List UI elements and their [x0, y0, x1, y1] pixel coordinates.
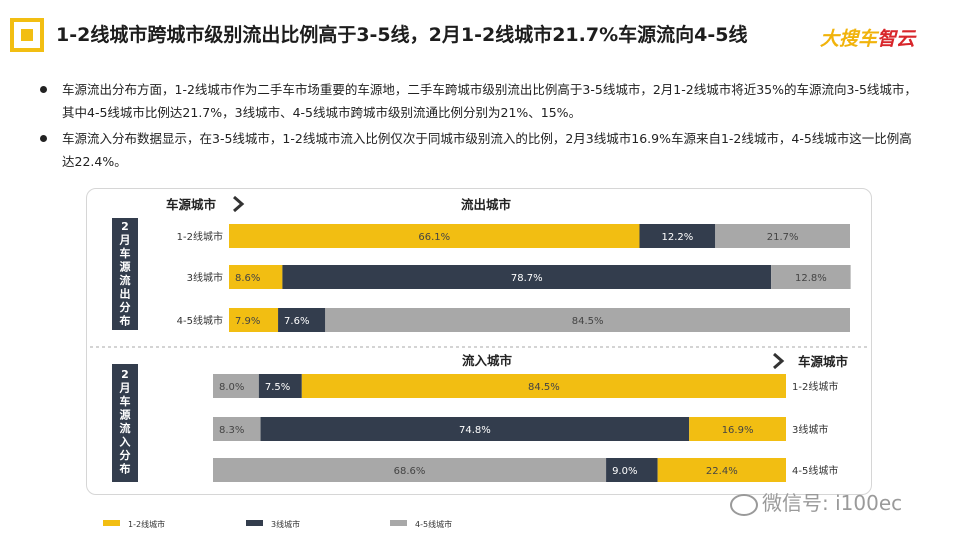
bar-segment [689, 417, 786, 441]
data-label: 68.6% [394, 466, 426, 477]
bar-segment [260, 417, 690, 441]
data-label: 84.5% [528, 382, 560, 393]
bar-segment [325, 308, 850, 332]
bar-segment [657, 458, 786, 482]
section-label-box [112, 218, 138, 330]
arrow-right-icon [233, 195, 245, 213]
bar-segment [715, 224, 850, 248]
section-label-box [112, 364, 138, 482]
data-label: 8.0% [219, 382, 244, 393]
section-label-char: 流 [120, 421, 131, 435]
section-label-char: 分 [120, 448, 131, 462]
category-label: 3线城市 [187, 271, 223, 284]
row-header: 车源城市 [166, 197, 217, 212]
data-label: 7.9% [235, 316, 260, 327]
legend-swatch [390, 520, 407, 526]
data-label: 84.5% [572, 316, 604, 327]
brand-accent-text: 智云 [877, 28, 916, 50]
category-label: 4-5线城市 [792, 464, 838, 477]
category-label: 1-2线城市 [177, 230, 223, 243]
section-label-char: 源 [120, 408, 131, 422]
page-title: 1-2线城市跨城市级别流出比例高于3-5线，2月1-2线城市21.7%车源流向4… [56, 24, 748, 46]
category-label: 4-5线城市 [177, 314, 223, 327]
data-label: 7.5% [265, 382, 290, 393]
legend-swatch [246, 520, 263, 526]
bar-segment [771, 265, 851, 289]
column-header: 流出城市 [461, 197, 512, 212]
bullet-text: 车源流入分布数据显示，在3-5线城市，1-2线城市流入比例仅次于同城市级别流入的… [62, 131, 912, 169]
legend-swatch [103, 520, 120, 526]
section-label-char: 2 [121, 220, 129, 233]
data-label: 8.6% [235, 273, 260, 284]
brand-main-text: 大搜车 [820, 28, 878, 50]
data-label: 66.1% [418, 232, 450, 243]
section-label-char: 出 [120, 287, 131, 301]
legend-label: 4-5线城市 [415, 519, 452, 529]
data-label: 7.6% [284, 316, 309, 327]
column-header: 流入城市 [462, 353, 513, 368]
section-label-char: 2 [121, 368, 129, 381]
data-label: 12.2% [661, 232, 693, 243]
data-label: 21.7% [767, 232, 799, 243]
data-label: 16.9% [722, 425, 754, 436]
report-logo-icon [10, 18, 44, 52]
section-label-char: 车 [120, 246, 131, 260]
category-label: 1-2线城市 [792, 380, 838, 393]
bar-segment [278, 308, 326, 332]
section-label-char: 入 [120, 436, 131, 449]
bar-segment [606, 458, 658, 482]
bar-segment [301, 374, 786, 398]
bar-segment [213, 374, 259, 398]
category-label: 3线城市 [792, 423, 828, 436]
data-label: 9.0% [612, 466, 637, 477]
bullet-inflow: 车源流入分布数据显示，在3-5线城市，1-2线城市流入比例仅次于同城市级别流入的… [40, 127, 920, 173]
bar-segment [213, 417, 261, 441]
wechat-watermark: 微信号: i100ec [730, 487, 902, 516]
bullet-dot [40, 135, 47, 142]
bar-segment [229, 308, 279, 332]
section-label-char: 分 [120, 300, 131, 314]
watermark-text: 微信号: i100ec [762, 491, 903, 515]
bar-segment [229, 265, 283, 289]
section-label-char: 布 [120, 462, 131, 476]
bullet-dot [40, 86, 47, 93]
data-label: 22.4% [706, 466, 738, 477]
row-header: 车源城市 [798, 354, 849, 369]
bullet-text: 车源流出分布方面，1-2线城市作为二手车市场重要的车源地，二手车跨城市级别流出比… [62, 82, 917, 120]
wechat-icon [730, 493, 758, 516]
bullet-outflow: 车源流出分布方面，1-2线城市作为二手车市场重要的车源地，二手车跨城市级别流出比… [40, 78, 920, 124]
section-label-char: 布 [120, 314, 131, 328]
bar-segment [213, 458, 607, 482]
section-label-char: 源 [120, 260, 131, 274]
section-label-char: 月 [119, 234, 131, 247]
legend-label: 3线城市 [271, 519, 300, 529]
section-label-char: 流 [120, 273, 131, 287]
section-label-char: 车 [120, 394, 131, 408]
data-label: 12.8% [795, 273, 827, 284]
bar-segment [258, 374, 302, 398]
bar-segment [282, 265, 772, 289]
section-label-char: 月 [119, 382, 131, 395]
summary-bullets: 车源流出分布方面，1-2线城市作为二手车市场重要的车源地，二手车跨城市级别流出比… [40, 78, 920, 176]
legend-label: 1-2线城市 [128, 519, 165, 529]
data-label: 8.3% [219, 425, 244, 436]
data-label: 74.8% [459, 425, 491, 436]
data-label: 78.7% [511, 273, 543, 284]
bar-segment [639, 224, 716, 248]
bar-segment [229, 224, 640, 248]
brand-logo: 大搜车智云 [820, 24, 915, 51]
arrow-right-icon [773, 352, 785, 370]
